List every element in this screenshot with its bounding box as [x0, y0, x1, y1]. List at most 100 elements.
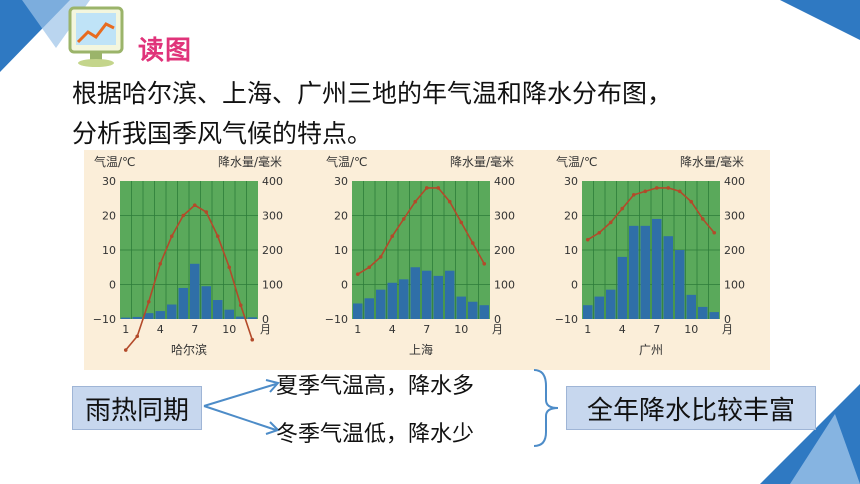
intro-line-2: 分析我国季风气候的特点。 [72, 119, 373, 148]
chart-1-x-tick: 7 [191, 323, 198, 336]
chart-3-temp-point [712, 230, 717, 235]
chart-3-precip-bar [629, 225, 639, 319]
chart-2-left-tick: 20 [334, 210, 348, 223]
chart-2-right-tick: 300 [494, 210, 515, 223]
chart-2-temp-point [424, 186, 429, 190]
chart-2-left-tick: 10 [334, 244, 348, 257]
chart-2-temp-point [413, 199, 418, 204]
chart-3-right-tick: 200 [724, 244, 745, 257]
climate-charts-panel: 气温/℃ 降水量/毫米 30 20 10 0 −10 400 300 200 100 0 1 4 7 10 月哈… [84, 150, 770, 370]
chart-1-precip-bar [167, 304, 177, 319]
chart-1-precip-bar [132, 316, 142, 319]
chart-1-temp-point [204, 210, 209, 214]
chart-3-temp-point [620, 206, 625, 211]
chart-1-left-tick: −10 [93, 313, 116, 326]
chart-3-right-tick: 300 [724, 210, 745, 223]
chart-3-precip-bar [675, 250, 685, 319]
chart-1-temp-point [135, 334, 140, 339]
chart-1-right-tick: 200 [262, 244, 283, 257]
chart-2-precip-bar [433, 275, 443, 319]
chart-3-left-axis-label: 气温/℃ [556, 154, 598, 169]
chart-1-precip-bar [155, 311, 165, 319]
chart-1-temp-point [250, 337, 255, 342]
chart-1-temp-point [238, 303, 243, 307]
chart-2-temp-point [390, 234, 395, 238]
chart-2-precip-bar [468, 301, 478, 319]
chart-3-temp-point [597, 230, 602, 235]
chart-3-city-name: 广州 [639, 343, 663, 357]
chart-1-left-tick: 20 [102, 210, 116, 223]
chart-2-temp-point [401, 217, 406, 221]
chart-2-temp-line [357, 187, 485, 275]
chart-3-right-tick: 100 [724, 279, 745, 292]
chart-3-x-tick: 7 [653, 323, 660, 336]
chart-1-city-name: 哈尔滨 [171, 342, 207, 357]
chart-1-precip-bar [247, 317, 257, 319]
chart-3-x-label: 月 [722, 323, 733, 336]
chart-3-left-tick: −10 [555, 313, 578, 326]
chart-2-left-tick: 0 [341, 279, 348, 292]
chart-3-temp-point [643, 189, 648, 194]
chart-2-temp-point [378, 255, 383, 259]
chart-1-x-label: 月 [260, 323, 271, 336]
chart-3-right-tick: 0 [724, 313, 731, 326]
chart-3-right-tick: 400 [724, 175, 745, 188]
top-right-decoration [780, 0, 860, 40]
chart-2-precip-bar [353, 303, 363, 319]
chart-1-right-tick: 0 [262, 313, 269, 326]
chart-2-x-tick: 7 [423, 323, 430, 336]
chart-2-temp-point [470, 241, 475, 245]
chart-3-x-tick: 1 [584, 323, 591, 336]
chart-1-left-tick: 30 [102, 175, 116, 188]
chart-3-temp-point [689, 199, 694, 204]
intro-text: 根据哈尔滨、上海、广州三地的年气温和降水分布图， 分析我国季风气候的特点。 [72, 74, 832, 154]
chart-1-x-tick: 1 [122, 323, 129, 336]
summer-text: 夏季气温高，降水多 [276, 374, 475, 399]
chart-1-temp-point [146, 299, 151, 304]
chart-1-precip-bar [224, 309, 234, 319]
chart-3-precip-bar [663, 236, 673, 319]
chart-2-temp-point [355, 272, 360, 276]
chart-3-x-tick: 10 [684, 323, 698, 336]
winter-text: 冬季气温低，降水少 [276, 422, 475, 447]
chart-2-x-tick: 4 [389, 323, 396, 336]
intro-line-1: 根据哈尔滨、上海、广州三地的年气温和降水分布图， [72, 79, 673, 108]
chart-3-precip-bar [640, 225, 650, 319]
chart-1-temp-point [227, 265, 232, 270]
chart-2-precip-bar [410, 267, 420, 319]
chart-1-temp-point [192, 203, 197, 207]
chart-3-precip-bar [698, 306, 708, 319]
chart-2-temp-point [367, 265, 372, 270]
chart-1-right-tick: 100 [262, 279, 283, 292]
chart-1-temp-point [215, 234, 220, 238]
chart-1-precip-bar [121, 317, 131, 319]
chart-3-temp-point [585, 237, 590, 242]
chart-3-left-tick: 0 [571, 279, 578, 292]
chart-1-x-tick: 4 [157, 323, 164, 336]
chart-2-precip-bar [445, 270, 455, 319]
badge-title: 读图 [138, 36, 193, 66]
chart-2-temp-point [459, 220, 464, 225]
chart-3-precip-bar [617, 256, 627, 319]
chart-2-left-axis-label: 气温/℃ [326, 154, 368, 169]
chart-3-temp-point [677, 189, 682, 194]
abundant-rain-box: 全年降水比较丰富 [566, 386, 816, 430]
chart-2-precip-bar [456, 296, 466, 319]
chart-1-precip-bar [178, 287, 188, 319]
chart-2-right-tick: 200 [494, 244, 515, 257]
chart-1-right-axis-label: 降水量/毫米 [218, 154, 282, 169]
chart-1-left-tick: 0 [109, 279, 116, 292]
chart-1-left-tick: 10 [102, 244, 116, 257]
chart-3-right-axis-label: 降水量/毫米 [680, 154, 744, 169]
chart-2-temp-point [447, 199, 452, 204]
bottom-right-decoration [760, 384, 860, 484]
chart-1-temp-point [169, 234, 174, 238]
chart-1-temp-point [123, 348, 128, 352]
chart-2-city-name: 上海 [409, 342, 433, 357]
chart-2-right-tick: 0 [494, 313, 501, 326]
chart-1-right-tick: 300 [262, 210, 283, 223]
chart-2-temp-point [436, 186, 441, 190]
chart-2-precip-bar [479, 305, 489, 319]
chart-3-temp-line [587, 187, 715, 241]
